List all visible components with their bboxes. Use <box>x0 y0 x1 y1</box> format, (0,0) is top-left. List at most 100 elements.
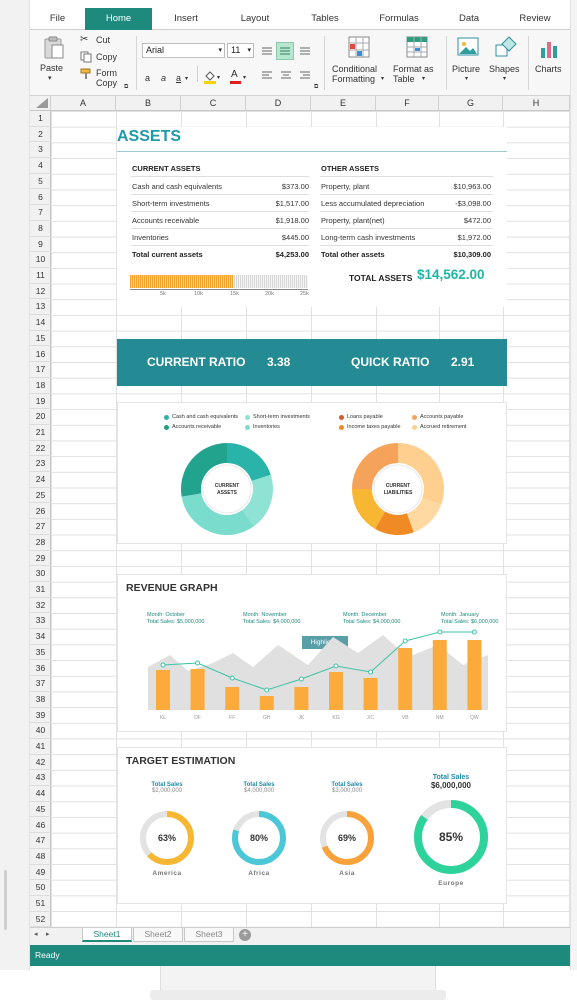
conditional-formatting-button[interactable]: Conditional Formatting ▾ <box>328 34 388 92</box>
row-header[interactable]: 44 <box>30 786 51 802</box>
row-header[interactable]: 24 <box>30 472 51 488</box>
row-header[interactable]: 34 <box>30 629 51 645</box>
row-header[interactable]: 46 <box>30 818 51 834</box>
font-color-button[interactable]: A ▾ <box>229 69 251 86</box>
row-header[interactable]: 51 <box>30 896 51 912</box>
column-header[interactable]: E <box>311 96 376 111</box>
row-header[interactable]: 15 <box>30 331 51 347</box>
row-header[interactable]: 31 <box>30 582 51 598</box>
power-button[interactable] <box>4 870 7 930</box>
row-header[interactable]: 7 <box>30 205 51 221</box>
format-copy-button[interactable]: Form Copy <box>80 68 130 92</box>
row-header[interactable]: 10 <box>30 252 51 268</box>
row-header[interactable]: 21 <box>30 425 51 441</box>
row-header[interactable]: 27 <box>30 519 51 535</box>
alignment-dialog-launcher-icon[interactable]: ⧉ <box>314 84 319 90</box>
sheet-tab[interactable]: Sheet2 <box>133 928 183 942</box>
row-header[interactable]: 14 <box>30 315 51 331</box>
select-all-corner[interactable] <box>30 96 51 111</box>
format-as-table-button[interactable]: Format as Table ▾ <box>392 34 442 92</box>
clipboard-dialog-launcher-icon[interactable]: ⧉ <box>124 84 129 90</box>
row-header[interactable]: 43 <box>30 770 51 787</box>
align-middle-button[interactable] <box>276 42 294 60</box>
column-header[interactable]: B <box>116 96 181 111</box>
cell-grid[interactable]: ASSETS CURRENT ASSETS Cash and cash equi… <box>51 111 570 927</box>
shapes-button[interactable]: Shapes ▾ <box>488 34 524 92</box>
align-right-icon[interactable] <box>299 70 311 80</box>
row-header[interactable]: 52 <box>30 912 51 928</box>
row-header[interactable]: 39 <box>30 708 51 724</box>
row-header[interactable]: 6 <box>30 190 51 206</box>
row-header[interactable]: 19 <box>30 394 51 410</box>
column-header[interactable]: A <box>51 96 116 111</box>
row-header[interactable]: 1 <box>30 111 51 127</box>
row-header[interactable]: 20 <box>30 409 51 425</box>
row-header[interactable]: 29 <box>30 551 51 567</box>
sheet-tab[interactable]: Sheet3 <box>184 928 234 942</box>
row-header[interactable]: 11 <box>30 268 51 284</box>
tab-review[interactable]: Review <box>519 13 551 24</box>
italic-button[interactable]: a <box>161 73 167 83</box>
tab-tables[interactable]: Tables <box>311 13 339 24</box>
row-header[interactable]: 8 <box>30 221 51 237</box>
font-size-select[interactable]: 11 ▾ <box>227 43 254 58</box>
row-header[interactable]: 50 <box>30 880 51 896</box>
picture-button[interactable]: Picture ▾ <box>450 34 486 92</box>
row-header[interactable]: 38 <box>30 692 51 708</box>
row-header[interactable]: 26 <box>30 504 51 520</box>
font-name-select[interactable]: Arial ▾ <box>142 43 225 58</box>
row-header[interactable]: 5 <box>30 174 51 190</box>
tab-layout[interactable]: Layout <box>240 13 270 24</box>
row-header[interactable]: 32 <box>30 598 51 614</box>
column-header[interactable]: D <box>246 96 311 111</box>
tab-insert[interactable]: Insert <box>174 13 198 24</box>
row-header[interactable]: 18 <box>30 378 51 394</box>
sheet-tab[interactable]: Sheet1 <box>82 928 132 942</box>
row-header[interactable]: 33 <box>30 613 51 630</box>
fill-color-button[interactable]: ▾ <box>203 70 225 86</box>
row-header[interactable]: 49 <box>30 865 51 881</box>
row-header[interactable]: 42 <box>30 755 51 771</box>
row-header[interactable]: 2 <box>30 127 51 143</box>
column-header[interactable]: H <box>503 96 570 111</box>
row-header[interactable]: 47 <box>30 833 51 849</box>
cut-button[interactable]: ✂ Cut <box>80 34 122 47</box>
row-header[interactable]: 30 <box>30 566 51 582</box>
row-header[interactable]: 35 <box>30 645 51 661</box>
row-header[interactable]: 41 <box>30 739 51 755</box>
row-header[interactable]: 37 <box>30 676 51 692</box>
row-header[interactable]: 3 <box>30 142 51 159</box>
tab-file[interactable]: File <box>49 13 66 24</box>
underline-button[interactable]: a <box>176 73 182 83</box>
row-header[interactable]: 23 <box>30 456 51 473</box>
row-header[interactable]: 16 <box>30 347 51 363</box>
row-header[interactable]: 45 <box>30 802 51 818</box>
tab-home[interactable]: Home <box>85 8 152 30</box>
row-header[interactable]: 22 <box>30 441 51 457</box>
align-center-icon[interactable] <box>280 70 292 80</box>
row-header[interactable]: 28 <box>30 535 51 551</box>
charts-button[interactable]: Charts <box>532 34 568 92</box>
column-header[interactable]: G <box>439 96 503 111</box>
row-header[interactable]: 25 <box>30 488 51 504</box>
column-header[interactable]: F <box>376 96 439 111</box>
scroll-left-icon[interactable]: ◂ <box>34 931 38 938</box>
row-header[interactable]: 17 <box>30 362 51 378</box>
row-header[interactable]: 9 <box>30 237 51 253</box>
row-header[interactable]: 13 <box>30 299 51 316</box>
copy-button[interactable]: Copy <box>80 51 122 64</box>
add-sheet-icon[interactable]: + <box>239 929 251 941</box>
align-bottom-icon[interactable] <box>299 46 311 56</box>
tab-formulas[interactable]: Formulas <box>379 13 419 24</box>
row-header[interactable]: 4 <box>30 158 51 174</box>
bold-button[interactable]: a <box>145 73 151 83</box>
row-header[interactable]: 48 <box>30 849 51 865</box>
row-header[interactable]: 36 <box>30 661 51 677</box>
column-header[interactable]: C <box>181 96 246 111</box>
align-top-icon[interactable] <box>261 46 273 56</box>
align-left-icon[interactable] <box>261 70 273 80</box>
row-header[interactable]: 12 <box>30 284 51 300</box>
tab-data[interactable]: Data <box>458 13 480 24</box>
paste-button[interactable]: Paste ▾ <box>38 34 68 86</box>
scroll-right-icon[interactable]: ▸ <box>46 931 50 938</box>
